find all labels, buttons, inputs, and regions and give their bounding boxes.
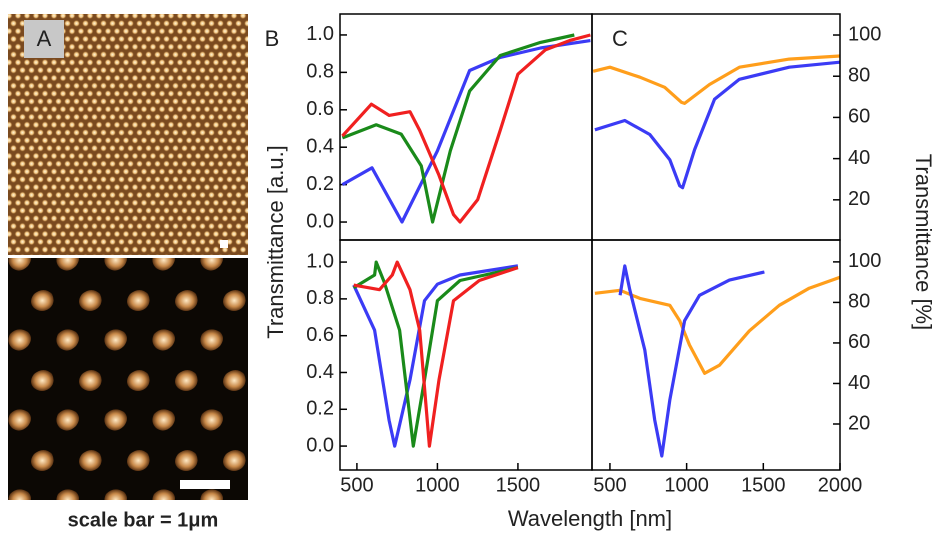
- y-tick-label: 0.8: [306, 61, 334, 83]
- y-tick-label: 0.2: [306, 398, 334, 420]
- x-tick-label: 2000: [818, 474, 863, 496]
- y-tick-label: 0.4: [306, 135, 334, 157]
- y-axis-label: Transmittance [a.u.]: [263, 145, 288, 339]
- y-tick-label: 100: [848, 23, 881, 45]
- spectrum-line: [592, 54, 840, 105]
- y-tick-label: 1.0: [306, 250, 334, 272]
- y-tick-label: 0.6: [306, 98, 334, 120]
- plot-frame: [591, 13, 841, 241]
- spectrum-line: [618, 264, 765, 458]
- caption: scale bar = 1μm: [68, 509, 219, 531]
- plot-frame: [591, 239, 841, 471]
- spectrum-line: [353, 260, 519, 448]
- y-tick-label: 1.0: [306, 23, 334, 45]
- y-tick-label: 20: [848, 412, 870, 434]
- spectrum-line: [341, 33, 591, 224]
- y-tick-label: 0.6: [306, 324, 334, 346]
- scale-marker: [220, 240, 228, 248]
- y-tick-label: 60: [848, 331, 870, 353]
- x-tick-label: 1000: [664, 474, 709, 496]
- panel-label: B: [265, 26, 280, 51]
- y-tick-label: 60: [848, 106, 870, 128]
- panel-label: A: [37, 26, 52, 51]
- x-tick-label: 500: [593, 474, 626, 496]
- scale-bar: [180, 480, 230, 489]
- x-tick-label: 1500: [496, 474, 541, 496]
- spectrum-line: [341, 33, 575, 224]
- y-tick-label: 80: [848, 64, 870, 86]
- y-tick-label: 40: [848, 147, 870, 169]
- y-tick-label: 20: [848, 188, 870, 210]
- y-axis-label: Transmittance [%]: [911, 154, 936, 330]
- y-tick-label: 40: [848, 372, 870, 394]
- x-tick-label: 1500: [741, 474, 786, 496]
- y-tick-label: 0.0: [306, 434, 334, 456]
- label-box: [24, 20, 64, 58]
- spectrum-line: [352, 260, 519, 448]
- x-axis-label: Wavelength [nm]: [508, 506, 672, 531]
- y-tick-label: 100: [848, 250, 881, 272]
- y-tick-label: 0.4: [306, 361, 334, 383]
- y-tick-label: 0.2: [306, 173, 334, 195]
- spectrum-line: [594, 275, 840, 375]
- y-tick-label: 80: [848, 291, 870, 313]
- spectrum-line: [594, 60, 840, 190]
- x-tick-label: 500: [340, 474, 373, 496]
- y-tick-label: 0.0: [306, 210, 334, 232]
- y-tick-label: 0.8: [306, 287, 334, 309]
- spectrum-line: [352, 264, 519, 448]
- panel-label: C: [612, 26, 628, 51]
- spectrum-line: [341, 39, 591, 224]
- particle-image: [8, 258, 248, 500]
- x-tick-label: 1000: [415, 474, 460, 496]
